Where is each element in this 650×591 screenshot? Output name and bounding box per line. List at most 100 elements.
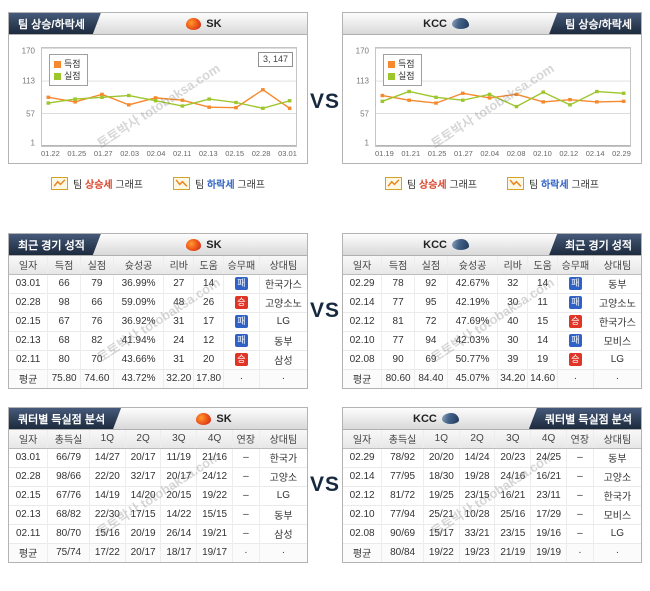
panel-title: 최근 경기 성적: [549, 234, 641, 255]
loss-badge: 패: [234, 334, 248, 347]
legend-allow-row: 실점: [54, 70, 81, 82]
table-cell: 98/66: [47, 466, 90, 486]
table-cell: ·: [557, 368, 594, 388]
table-cell: 19/28: [458, 466, 495, 486]
team-header-kcc: KCC: [343, 13, 549, 34]
column-header: 일자: [9, 256, 48, 275]
table-cell: 평균: [9, 542, 48, 562]
column-header: 4Q: [530, 430, 567, 449]
table-cell: 82: [80, 330, 114, 350]
table-cell: 15: [527, 311, 558, 331]
table-cell: 고양소: [592, 466, 641, 486]
legend-score-row: 득점: [54, 58, 81, 70]
x-tick-label: 02.04: [480, 149, 500, 158]
table-cell: 39: [497, 349, 528, 369]
table-cell: –: [565, 447, 594, 467]
y-axis: 1 57 113 170: [13, 47, 37, 148]
table-cell: 66/79: [47, 447, 90, 467]
kcc-logo-icon: [452, 239, 469, 250]
table-cell: 47.69%: [446, 311, 498, 331]
trend-down-graph-icon: [173, 177, 190, 190]
x-tick-label: 01.19: [375, 149, 394, 158]
table-cell: 19/25: [422, 485, 460, 505]
quarter-right-column: KCC 쿼터별 득실점 분석 토토박사 totobaksa.com 일자 총득실 1…: [342, 407, 642, 563]
x-axis: 01.19 01.21 01.25 01.27 02.04 02.08 02.10 02.12…: [375, 149, 631, 158]
trend-up-graph-icon: [385, 177, 403, 190]
table-cell: 고양소: [258, 466, 307, 486]
y-tick-label: 57: [360, 109, 369, 119]
column-header: 슛성공: [112, 256, 164, 275]
chart-legend: 득점 실점: [383, 54, 422, 86]
table-cell: 68/82: [47, 504, 90, 524]
table-cell: 19: [527, 349, 558, 369]
table-cell: 한국가스: [258, 273, 307, 293]
table-cell: 삼성: [258, 349, 307, 369]
table-cell: 80/70: [47, 523, 90, 543]
table-cell: 27: [163, 273, 194, 293]
table-cell: 한국가: [592, 485, 641, 505]
table-cell: 14/24: [458, 447, 495, 467]
table-cell: 23/11: [530, 485, 567, 505]
table-cell: 02.12: [343, 485, 382, 505]
win-badge: 승: [568, 315, 582, 328]
table-cell: 45.07%: [446, 368, 498, 388]
table-cell: 19/19: [530, 542, 567, 562]
panel-title: 쿼터별 득실점 분석: [9, 408, 121, 429]
table-cell: 84.40: [414, 368, 448, 388]
column-header: 일자: [343, 256, 382, 275]
table-cell: 17/22: [88, 542, 126, 562]
column-header: 리바: [163, 256, 194, 275]
table-cell: 동부: [592, 273, 641, 293]
column-header: 상대팀: [258, 430, 307, 449]
y-tick-label: 113: [22, 76, 35, 86]
trend-up-graph-icon: [51, 177, 69, 190]
table-cell: 50.77%: [446, 349, 498, 369]
table-cell: 43.66%: [112, 349, 164, 369]
table-cell: 26: [193, 292, 224, 312]
table-cell: 81/72: [381, 485, 424, 505]
vs-label: VS: [309, 89, 340, 113]
table-cell: 모비스: [592, 504, 641, 524]
table-cell: 81: [381, 311, 415, 331]
table-cell: 79: [80, 273, 114, 293]
loss-badge: 패: [234, 277, 248, 290]
table-cell: 평균: [9, 368, 48, 388]
table-cell: 패: [223, 273, 260, 293]
table-cell: 21/16: [196, 447, 233, 467]
table-cell: 패: [223, 311, 260, 331]
recent-header-sk: 최근 경기 성적 SK: [9, 234, 307, 256]
table-cell: 95: [414, 292, 448, 312]
table-row: 02.15 67/76 14/19 14/20 20/15 19/22– LG: [9, 485, 307, 505]
win-badge: 승: [568, 353, 582, 366]
trend-down-legend-label: 팀 하락세 그래프: [529, 180, 599, 191]
table-cell: 02.13: [9, 504, 48, 524]
column-header: 총득실: [381, 430, 424, 449]
table-cell: 80.60: [381, 368, 415, 388]
table-cell: 19/23: [458, 542, 495, 562]
table-cell: 패: [557, 330, 594, 350]
table-cell: 02.15: [9, 485, 48, 505]
column-header: 도움: [193, 256, 224, 275]
score-color-swatch: [388, 60, 395, 68]
table-cell: 66: [47, 273, 81, 293]
table-cell: 48: [163, 292, 194, 312]
table-row: 02.10 77 94 42.03% 30 14 패 모비스: [343, 330, 641, 350]
column-header: 상대팀: [592, 256, 641, 275]
quarter-table-kcc: 일자 총득실 1Q 2Q 3Q 4Q 연장 상대팀 02.29 78/92 20/20 14/24 2…: [343, 430, 641, 562]
column-header: 실점: [80, 256, 114, 275]
y-tick-label: 1: [30, 138, 35, 148]
x-axis: 01.22 01.25 01.27 02.03 02.04 02.11 02.13 02.15…: [41, 149, 297, 158]
table-cell: 패: [557, 273, 594, 293]
table-cell: 90: [381, 349, 415, 369]
table-row: 02.08 90 69 50.77% 39 19 승 LG: [343, 349, 641, 369]
y-tick-label: 170: [355, 46, 369, 56]
quarter-header-kcc: KCC 쿼터별 득실점 분석: [343, 408, 641, 430]
table-row: 02.11 80/70 15/16 20/19 26/14 19/21– 삼성: [9, 523, 307, 543]
win-badge: 승: [234, 353, 248, 366]
loss-badge: 패: [234, 315, 248, 328]
table-cell: 75.80: [47, 368, 81, 388]
table-cell: 74.60: [80, 368, 114, 388]
x-tick-label: 02.12: [559, 149, 579, 158]
team-header-sk: SK: [121, 408, 307, 429]
table-cell: 34.20: [497, 368, 528, 388]
